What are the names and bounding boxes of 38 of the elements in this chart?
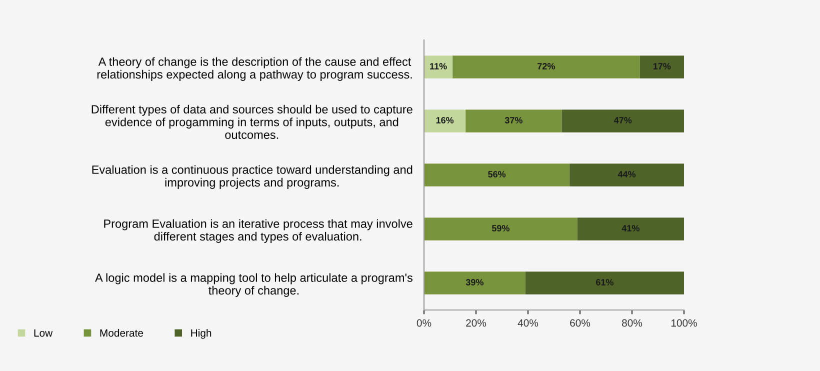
legend-label: High xyxy=(191,329,212,339)
x-tick-label: 40% xyxy=(518,319,538,327)
bar xyxy=(640,56,684,78)
data-label: 61% xyxy=(596,279,614,286)
bar xyxy=(570,164,684,186)
data-label: 17% xyxy=(653,63,671,70)
data-label: 72% xyxy=(538,63,555,70)
bar xyxy=(424,56,453,78)
bar xyxy=(562,110,684,132)
data-label: 59% xyxy=(492,225,510,232)
data-label: 44% xyxy=(618,171,636,178)
y-tick-label: A logic model is a mapping tool to help articulate a program's theory of change. xyxy=(95,273,412,297)
bar xyxy=(424,164,570,186)
bar xyxy=(424,110,466,132)
x-tick-label: 80% xyxy=(622,319,642,327)
x-tick-label: 100% xyxy=(671,319,697,327)
y-tick-label: A theory of change is the description of the cause and effect relationships expected along a pathway to program success. xyxy=(97,57,412,81)
y-tick-label: Evaluation is a continuous practice toward understanding and improving projects and programs. xyxy=(92,165,412,189)
legend-label: Moderate xyxy=(100,329,143,337)
bar xyxy=(424,218,578,240)
bar xyxy=(424,272,526,294)
data-label: 47% xyxy=(614,117,632,124)
bar xyxy=(452,56,640,78)
y-tick-label: Different types of data and sources should be used to capture evidence of progamming in terms of inputs, outputs, and outcomes. xyxy=(92,104,412,139)
data-label: 41% xyxy=(622,225,640,232)
data-label: 56% xyxy=(488,171,506,178)
data-label: 11% xyxy=(430,63,447,70)
x-tick-label: 20% xyxy=(466,319,486,327)
bar xyxy=(577,218,684,240)
data-label: 16% xyxy=(436,117,454,124)
bar xyxy=(466,110,562,132)
x-tick-label: 0% xyxy=(416,319,432,327)
y-tick-label: Program Evaluation is an iterative process that may involve different stages and types of evaluation. xyxy=(104,219,412,243)
data-label: 37% xyxy=(504,117,522,124)
x-tick-label: 60% xyxy=(570,319,590,327)
bar xyxy=(525,272,684,294)
legend-label: Low xyxy=(34,329,53,337)
data-label: 39% xyxy=(466,279,484,286)
